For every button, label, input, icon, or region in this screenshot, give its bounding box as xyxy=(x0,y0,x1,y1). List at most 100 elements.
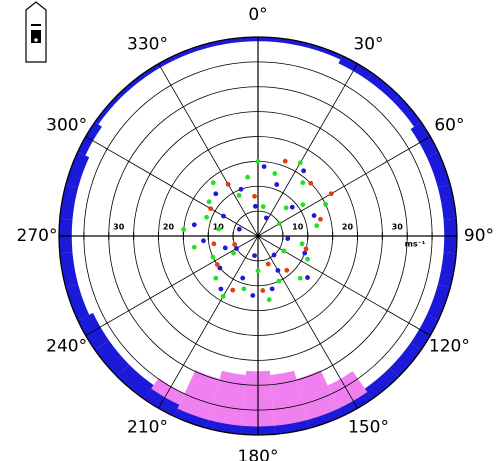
point xyxy=(255,158,261,164)
point xyxy=(241,286,247,292)
angle-label: 120° xyxy=(429,337,470,357)
angle-label: 330° xyxy=(127,35,168,55)
r-label: 20 xyxy=(342,223,354,232)
point xyxy=(238,186,244,192)
angle-label: 210° xyxy=(127,417,168,437)
point xyxy=(260,288,266,293)
angle-label: 270° xyxy=(17,226,58,246)
rim-bar xyxy=(270,370,310,435)
point xyxy=(261,164,267,170)
point xyxy=(285,236,291,242)
point xyxy=(265,261,271,267)
point xyxy=(323,202,329,207)
point xyxy=(206,199,212,205)
rim-bar xyxy=(367,72,399,102)
point xyxy=(231,250,236,256)
point xyxy=(274,182,280,187)
point xyxy=(252,193,257,199)
point xyxy=(216,226,222,232)
rim-bar xyxy=(308,43,343,60)
rim-bar xyxy=(65,284,90,321)
r-label: 30 xyxy=(113,223,125,232)
angle-label: 60° xyxy=(434,116,464,136)
point xyxy=(218,286,224,292)
spoke xyxy=(257,63,358,237)
point xyxy=(264,215,269,221)
angle-label: 30° xyxy=(353,35,383,55)
point xyxy=(282,158,288,164)
r-label: 30 xyxy=(392,223,404,232)
point xyxy=(289,204,295,210)
angle-label: 0° xyxy=(248,5,267,25)
rim-bar xyxy=(307,408,343,429)
point xyxy=(214,262,220,267)
spoke xyxy=(85,136,259,237)
point xyxy=(221,213,226,219)
point xyxy=(303,246,309,252)
angle-label: 150° xyxy=(348,417,389,437)
point xyxy=(225,181,231,187)
point xyxy=(299,241,305,247)
point xyxy=(217,265,223,271)
rim-bar xyxy=(364,367,399,400)
r-label: 10 xyxy=(292,223,304,232)
point xyxy=(277,221,282,226)
point xyxy=(222,245,228,251)
rim-bar xyxy=(94,340,130,377)
point xyxy=(297,275,303,281)
point xyxy=(220,293,226,299)
point xyxy=(191,222,197,228)
point xyxy=(305,256,310,262)
spoke xyxy=(257,235,358,409)
point xyxy=(283,205,289,211)
ship-icon xyxy=(25,1,47,63)
rim-bar xyxy=(426,284,451,321)
point xyxy=(297,160,303,166)
spoke xyxy=(158,63,259,237)
point xyxy=(210,254,216,260)
rim-bar xyxy=(59,184,79,220)
rim-bar xyxy=(274,420,310,435)
point xyxy=(236,226,242,232)
spoke xyxy=(158,235,259,409)
angle-label: 180° xyxy=(238,447,279,461)
point xyxy=(269,286,275,292)
point xyxy=(314,223,320,229)
rim-bar xyxy=(389,342,422,377)
rim-bar xyxy=(206,37,242,48)
point xyxy=(250,293,256,298)
point xyxy=(276,278,282,284)
rim-bar xyxy=(392,95,422,127)
rim-bar xyxy=(173,43,208,60)
point xyxy=(284,267,290,273)
point xyxy=(302,250,308,256)
point xyxy=(236,193,242,198)
angle-label: 300° xyxy=(46,116,87,136)
point xyxy=(234,246,239,251)
point xyxy=(191,244,197,250)
point xyxy=(213,191,219,197)
point xyxy=(311,213,317,218)
point xyxy=(245,174,251,180)
rim-bar xyxy=(65,151,90,188)
point xyxy=(281,248,287,254)
point xyxy=(232,242,238,247)
point xyxy=(328,191,334,197)
point xyxy=(255,268,261,274)
point xyxy=(252,253,257,258)
point xyxy=(181,227,187,232)
point xyxy=(300,202,306,208)
point xyxy=(210,180,216,186)
rim-bar xyxy=(206,370,246,435)
point xyxy=(230,287,236,293)
point xyxy=(204,214,209,220)
r-unit: ms⁻¹ xyxy=(405,240,426,249)
spoke xyxy=(257,136,431,237)
angle-label: 90° xyxy=(464,226,494,246)
rim-bar xyxy=(59,252,79,288)
point xyxy=(305,275,310,280)
point xyxy=(208,206,214,212)
rim-bar xyxy=(274,37,310,48)
rim-bar xyxy=(117,72,147,99)
